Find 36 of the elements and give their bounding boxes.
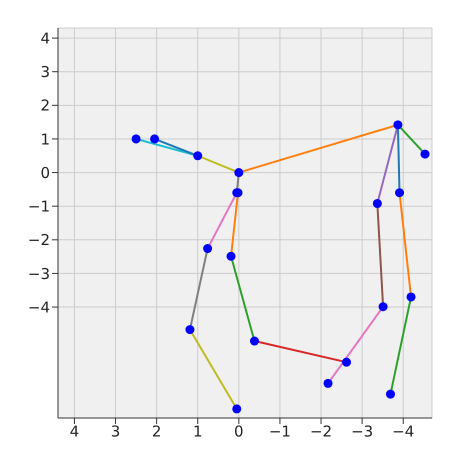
point [203, 244, 212, 254]
point [132, 134, 141, 144]
y-tick-label: −2 [28, 231, 50, 250]
point [324, 378, 333, 388]
x-tick-label: −1 [268, 422, 291, 441]
y-tick-label: 2 [40, 96, 50, 115]
x-tick-label: 2 [152, 422, 162, 441]
y-tick-label: −3 [28, 264, 50, 283]
point [185, 325, 194, 334]
x-tick-label: 3 [110, 422, 120, 441]
y-tick-label: 3 [40, 63, 50, 82]
x-tick-label: −3 [351, 422, 374, 441]
x-tick-label: −2 [310, 422, 332, 441]
point [378, 302, 388, 312]
point [372, 198, 382, 208]
point [406, 292, 416, 302]
y-tick-label: −1 [28, 198, 50, 216]
y-tick-label: 0 [40, 164, 50, 182]
point [395, 188, 404, 198]
point [232, 404, 242, 414]
point [150, 134, 160, 144]
point [420, 150, 430, 159]
point [193, 151, 202, 160]
x-tick-label: −4 [392, 422, 414, 441]
x-tick-label: 0 [234, 422, 244, 441]
point [342, 358, 352, 367]
y-tick-label: 1 [40, 130, 50, 148]
y-tick-label: −4 [28, 298, 50, 316]
point [393, 120, 402, 130]
x-tick-label: 4 [70, 422, 80, 441]
x-tick-label: 1 [192, 422, 203, 441]
point [386, 390, 396, 399]
point [250, 336, 259, 346]
y-tick-label: 4 [40, 29, 50, 48]
point [234, 168, 244, 178]
point [226, 252, 236, 261]
